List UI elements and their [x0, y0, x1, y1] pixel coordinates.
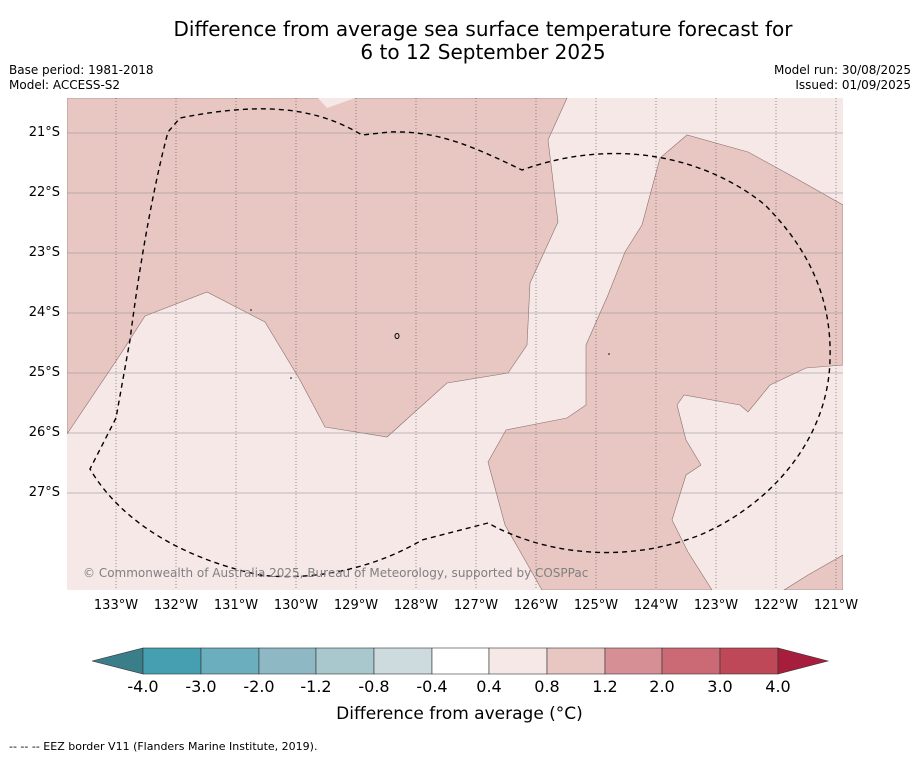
- lon-label-130w: 130°W: [273, 598, 319, 613]
- lon-label-123w: 123°W: [693, 598, 739, 613]
- graticule: [115, 98, 837, 590]
- colorbar-tick: 4.0: [765, 677, 791, 696]
- colorbar-tick: 0.4: [476, 677, 502, 696]
- colorbar-tick: -3.0: [185, 677, 217, 696]
- lon-label-126w: 126°W: [513, 598, 559, 613]
- issued-text: Issued: 01/09/2025: [795, 78, 911, 92]
- lon-label-121w: 121°W: [813, 598, 859, 613]
- colorbar-tick: 3.0: [707, 677, 733, 696]
- lon-label-133w: 133°W: [93, 598, 139, 613]
- map-plot: © Commonwealth of Australia 2025, Bureau…: [67, 98, 843, 590]
- map-title: Difference from average sea surface temp…: [0, 18, 919, 64]
- eez-footnote: -- -- -- EEZ border V11 (Flanders Marine…: [9, 740, 318, 753]
- base-period-text: Base period: 1981-2018: [9, 63, 154, 77]
- lon-label-122w: 122°W: [753, 598, 799, 613]
- model-text: Model: ACCESS-S2: [9, 78, 121, 92]
- lat-label-25s: 25°S: [28, 365, 60, 380]
- colorbar-tick: -0.4: [416, 677, 448, 696]
- anomaly-region-dark-southeast: [783, 554, 843, 590]
- colorbar-tick: 0.8: [534, 677, 560, 696]
- latitude-lines: [67, 132, 843, 494]
- colorbar-tick: -4.0: [127, 677, 159, 696]
- map-area: © Commonwealth of Australia 2025, Bureau…: [67, 98, 843, 590]
- anomaly-notch-top: [318, 98, 355, 108]
- lat-label-27s: 27°S: [28, 485, 60, 500]
- lat-label-22s: 22°S: [28, 185, 60, 200]
- colorbar-title: Difference from average (°C): [336, 704, 583, 724]
- lat-label-24s: 24°S: [28, 305, 60, 320]
- island-marker: [290, 377, 292, 379]
- island-marker: [394, 333, 400, 339]
- anomaly-region-dark-north: [67, 98, 568, 438]
- colorbar: [91, 647, 830, 675]
- colorbar-bin: [604, 647, 663, 675]
- eez-border: [89, 108, 831, 578]
- title-line-1: Difference from average sea surface temp…: [173, 17, 793, 41]
- anomaly-region-dark-east: [487, 134, 843, 590]
- lon-label-127w: 127°W: [453, 598, 499, 613]
- colorbar-bin: [200, 647, 260, 675]
- model-run-text: Model run: 30/08/2025: [773, 63, 911, 77]
- meta-right: Model run: 30/08/2025 Issued: 01/09/2025: [774, 63, 911, 93]
- lon-label-124w: 124°W: [633, 598, 679, 613]
- colorbar-tick: -2.0: [243, 677, 275, 696]
- lat-label-23s: 23°S: [28, 245, 60, 260]
- island-marker: [250, 309, 252, 311]
- lon-label-131w: 131°W: [213, 598, 259, 613]
- lat-label-26s: 26°S: [28, 425, 60, 440]
- colorbar-tick: 1.2: [592, 677, 618, 696]
- colorbar-bin: [258, 647, 317, 675]
- colorbar-bin: [546, 647, 606, 675]
- copyright-text: © Commonwealth of Australia 2025, Bureau…: [83, 566, 588, 580]
- colorbar-extend-low: [91, 647, 144, 675]
- colorbar-tick: -0.8: [358, 677, 390, 696]
- colorbar-bin: [373, 647, 433, 675]
- colorbar-tick: -1.2: [300, 677, 332, 696]
- meta-left: Base period: 1981-2018 Model: ACCESS-S2: [9, 63, 154, 93]
- colorbar-bin: [661, 647, 721, 675]
- colorbar-bin: [142, 647, 202, 675]
- colorbar-bin: [315, 647, 375, 675]
- colorbar-bin: [488, 647, 548, 675]
- colorbar-extend-high: [777, 647, 830, 675]
- lon-label-129w: 129°W: [333, 598, 379, 613]
- title-line-2: 6 to 12 September 2025: [360, 40, 606, 64]
- lon-label-125w: 125°W: [573, 598, 619, 613]
- lon-label-132w: 132°W: [153, 598, 199, 613]
- lat-label-21s: 21°S: [28, 125, 60, 140]
- island-marker: [608, 353, 610, 355]
- colorbar-bin: [431, 647, 490, 675]
- colorbar-tick: 2.0: [649, 677, 675, 696]
- colorbar-bin: [719, 647, 779, 675]
- lon-label-128w: 128°W: [393, 598, 439, 613]
